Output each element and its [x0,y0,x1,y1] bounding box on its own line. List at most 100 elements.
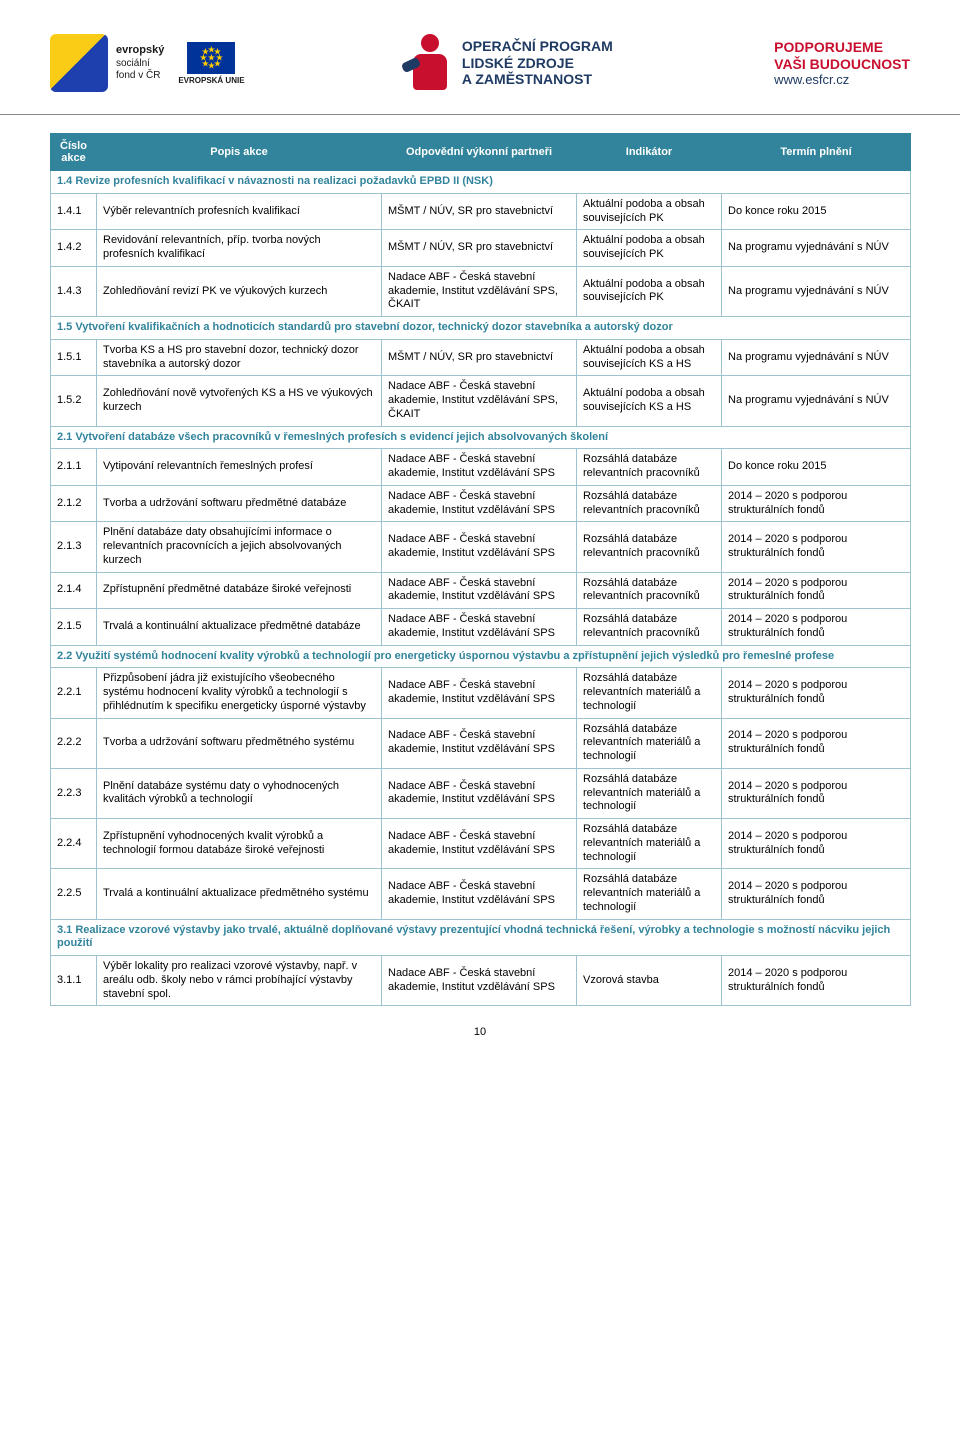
cell-p: Vytipování relevantních řemeslných profe… [97,449,382,486]
esf-l3: fond v ČR [116,70,160,81]
esf-logo-icon [50,34,108,92]
cell-t: Na programu vyjednávání s NÚV [722,339,911,376]
table-row: 2.1.1Vytipování relevantních řemeslných … [51,449,911,486]
section-title-row: 3.1 Realizace vzorové výstavby jako trva… [51,919,911,956]
th-termin: Termín plnění [722,134,911,171]
cell-i: Aktuální podoba a obsah souvisejících KS… [577,339,722,376]
cell-n: 2.2.1 [51,668,97,718]
cell-o: Nadace ABF - Česká stavební akademie, In… [382,718,577,768]
section-title-row: 1.4 Revize profesních kvalifikací v náva… [51,171,911,194]
cell-n: 2.2.5 [51,869,97,919]
promo-text: PODPORUJEME VAŠI BUDOUCNOST [774,39,910,73]
cell-n: 1.4.2 [51,230,97,267]
op-l1: OPERAČNÍ PROGRAM [462,38,613,54]
cell-n: 2.2.3 [51,768,97,818]
cell-i: Aktuální podoba a obsah souvisejících PK [577,266,722,316]
cell-n: 3.1.1 [51,956,97,1006]
esf-logo-text: evropský sociální fond v ČR [116,44,164,81]
cell-t: 2014 – 2020 s podporou strukturálních fo… [722,572,911,609]
th-partneri: Odpovědní výkonní partneři [382,134,577,171]
cell-t: 2014 – 2020 s podporou strukturálních fo… [722,668,911,718]
cell-t: Na programu vyjednávání s NÚV [722,376,911,426]
table-row: 2.1.2Tvorba a udržování softwaru předmět… [51,485,911,522]
page-number: 10 [0,1006,960,1050]
cell-t: Do konce roku 2015 [722,449,911,486]
promo-l2: VAŠI BUDOUCNOST [774,56,910,72]
cell-i: Vzorová stavba [577,956,722,1006]
cell-n: 2.2.4 [51,819,97,869]
cell-o: Nadace ABF - Česká stavební akademie, In… [382,668,577,718]
esf-l2: sociální [116,58,150,69]
cell-t: 2014 – 2020 s podporou strukturálních fo… [722,485,911,522]
table-row: 2.1.3Plnění databáze daty obsahujícími i… [51,522,911,572]
cell-o: Nadace ABF - Česká stavební akademie, In… [382,376,577,426]
table-row: 2.2.1Přizpůsobení jádra již existujícího… [51,668,911,718]
cell-i: Aktuální podoba a obsah souvisejících KS… [577,376,722,426]
cell-o: Nadace ABF - Česká stavební akademie, In… [382,869,577,919]
cell-i: Aktuální podoba a obsah souvisejících PK [577,193,722,230]
cell-i: Rozsáhlá databáze relevantních pracovník… [577,449,722,486]
cell-p: Zohledňování revizí PK ve výukových kurz… [97,266,382,316]
cell-i: Aktuální podoba a obsah souvisejících PK [577,230,722,267]
eu-label: EVROPSKÁ UNIE [178,76,244,85]
table-row: 2.2.2Tvorba a udržování softwaru předmět… [51,718,911,768]
cell-p: Přizpůsobení jádra již existujícího všeo… [97,668,382,718]
cell-n: 1.4.3 [51,266,97,316]
cell-i: Rozsáhlá databáze relevantních pracovník… [577,522,722,572]
section-title: 3.1 Realizace vzorové výstavby jako trva… [51,919,911,956]
cell-o: Nadace ABF - Česká stavební akademie, In… [382,266,577,316]
cell-i: Rozsáhlá databáze relevantních materiálů… [577,668,722,718]
cell-p: Tvorba a udržování softwaru předmětného … [97,718,382,768]
cell-t: 2014 – 2020 s podporou strukturálních fo… [722,522,911,572]
cell-n: 2.2.2 [51,718,97,768]
th-popis: Popis akce [97,134,382,171]
cell-p: Výběr lokality pro realizaci vzorové výs… [97,956,382,1006]
eu-block: EVROPSKÁ UNIE [178,42,244,85]
op-logo-block: OPERAČNÍ PROGRAM LIDSKÉ ZDROJE A ZAMĚSTN… [406,32,613,94]
cell-n: 1.4.1 [51,193,97,230]
cell-p: Plnění databáze systému daty o vyhodnoce… [97,768,382,818]
actions-table: Číslo akce Popis akce Odpovědní výkonní … [50,133,911,1006]
cell-i: Rozsáhlá databáze relevantních pracovník… [577,572,722,609]
table-row: 1.5.1Tvorba KS a HS pro stavební dozor, … [51,339,911,376]
cell-o: Nadace ABF - Česká stavební akademie, In… [382,572,577,609]
cell-n: 1.5.2 [51,376,97,426]
table-row: 2.1.4Zpřístupnění předmětné databáze šir… [51,572,911,609]
section-title: 1.5 Vytvoření kvalifikačních a hodnoticí… [51,317,911,340]
th-cislo: Číslo akce [51,134,97,171]
cell-n: 2.1.4 [51,572,97,609]
cell-p: Výběr relevantních profesních kvalifikac… [97,193,382,230]
section-title: 1.4 Revize profesních kvalifikací v náva… [51,171,911,194]
op-text: OPERAČNÍ PROGRAM LIDSKÉ ZDROJE A ZAMĚSTN… [462,38,613,88]
cell-t: 2014 – 2020 s podporou strukturálních fo… [722,718,911,768]
cell-n: 1.5.1 [51,339,97,376]
table-row: 1.5.2Zohledňování nově vytvořených KS a … [51,376,911,426]
cell-p: Trvalá a kontinuální aktualizace předmět… [97,609,382,646]
section-title: 2.1 Vytvoření databáze všech pracovníků … [51,426,911,449]
cell-p: Zohledňování nově vytvořených KS a HS ve… [97,376,382,426]
eu-flag-icon [187,42,235,74]
table-row: 2.1.5Trvalá a kontinuální aktualizace př… [51,609,911,646]
cell-o: Nadace ABF - Česká stavební akademie, In… [382,609,577,646]
section-title-row: 1.5 Vytvoření kvalifikačních a hodnoticí… [51,317,911,340]
cell-i: Rozsáhlá databáze relevantních pracovník… [577,609,722,646]
table-row: 2.2.3Plnění databáze systému daty o vyho… [51,768,911,818]
section-title-row: 2.1 Vytvoření databáze všech pracovníků … [51,426,911,449]
cell-p: Plnění databáze daty obsahujícími inform… [97,522,382,572]
cell-t: Na programu vyjednávání s NÚV [722,230,911,267]
cell-p: Tvorba KS a HS pro stavební dozor, techn… [97,339,382,376]
esf-bold: evropský [116,44,164,56]
table-row: 1.4.1Výběr relevantních profesních kvali… [51,193,911,230]
cell-o: Nadace ABF - Česká stavební akademie, In… [382,819,577,869]
cell-t: Na programu vyjednávání s NÚV [722,266,911,316]
cell-t: 2014 – 2020 s podporou strukturálních fo… [722,768,911,818]
cell-p: Tvorba a udržování softwaru předmětné da… [97,485,382,522]
cell-i: Rozsáhlá databáze relevantních materiálů… [577,819,722,869]
table-head-row: Číslo akce Popis akce Odpovědní výkonní … [51,134,911,171]
cell-p: Revidování relevantních, příp. tvorba no… [97,230,382,267]
section-title: 2.2 Využití systémů hodnocení kvality vý… [51,645,911,668]
cell-t: 2014 – 2020 s podporou strukturálních fo… [722,819,911,869]
cell-i: Rozsáhlá databáze relevantních materiálů… [577,768,722,818]
cell-t: 2014 – 2020 s podporou strukturálních fo… [722,869,911,919]
op-l3: A ZAMĚSTNANOST [462,71,592,87]
